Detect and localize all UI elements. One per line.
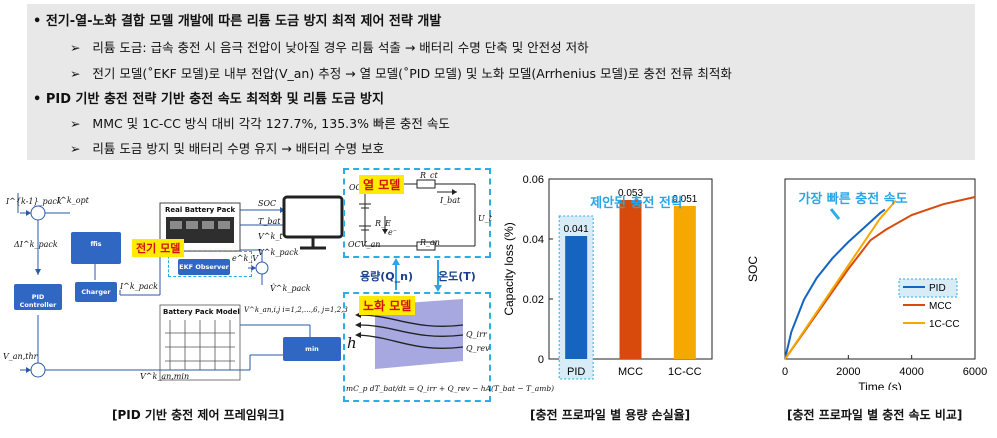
pid-controller-label: PID Controller <box>19 293 57 309</box>
capacity-loss-chart: 0 0.02 0.04 0.06 Capacity loss (%) 0.041 PID 0.… <box>502 174 713 380</box>
pid-controller-block: PID Controller <box>14 284 62 310</box>
chart2-annotation-arrow <box>829 208 841 220</box>
aging-model-box <box>343 292 491 402</box>
chart2-xtick-label: 0 <box>782 366 788 378</box>
chart1-bar-PID <box>565 236 588 359</box>
chart1-ytick-label: 0.06 <box>523 174 544 186</box>
monitor-icon <box>282 195 344 250</box>
summary-sub-1-2-text: 전기 모델(˚EKF 모델)로 내부 전압(V_an) 추정 → 열 모델(˚P… <box>92 66 732 81</box>
label-ocv: OCV <box>349 183 367 192</box>
label-h: h <box>347 334 357 352</box>
chart2-ylabel: SOC <box>746 256 760 282</box>
label-ocv-an: OCV_an <box>348 240 381 249</box>
label-soc: SOC <box>258 199 277 208</box>
chart1-data-label: 0.051 <box>672 194 697 205</box>
framework-lines <box>17 193 344 381</box>
summary-bullet-1: • 전기-열-노화 결합 모델 개발에 따른 리튬 도금 방지 최적 제어 전략… <box>33 14 442 29</box>
optimizer-block: min <box>283 337 341 361</box>
summary-sub-2-2-text: 리튬 도금 방지 및 배터리 수명 유지 → 배터리 수명 보호 <box>92 141 385 156</box>
chart1-caption: [충전 프로파일 별 용량 손실율] <box>530 408 691 422</box>
chart2-caption: [충전 프로파일 별 충전 속도 비교] <box>787 408 963 422</box>
label-vt: V^k_t <box>258 232 283 241</box>
summary-sub-2-1-text: MMC 및 1C-CC 방식 대비 각각 127.7%, 135.3% 빠른 충… <box>92 116 450 131</box>
chart1-ytick-label: 0.04 <box>523 234 544 246</box>
framework-caption: [PID 기반 충전 제어 프레임워크] <box>112 408 285 422</box>
chart2-legend-label: MCC <box>929 301 952 312</box>
label-ibat: I_bat <box>440 196 461 205</box>
chart1-xtick-label: PID <box>567 366 585 378</box>
heat-model-label: 열 모델 <box>359 175 405 194</box>
chart2-xlabel: Time (s) <box>858 380 902 390</box>
electric-model-label: 전기 모델 <box>132 239 185 257</box>
ffis-block: ffis <box>71 232 121 264</box>
model-link-arrows <box>392 258 442 292</box>
battery-model-label: Battery Pack Model <box>163 308 240 316</box>
chart1-data-label: 0.041 <box>564 224 589 235</box>
ekf-observer-block: EKF Observer <box>178 259 230 275</box>
chart2-annotation: 가장 빠른 충전 속도 <box>798 191 907 207</box>
chart1-bar-1C-CC <box>673 206 696 359</box>
chart1-annotation: 제안된 충전 전략 <box>590 195 683 211</box>
label-van-min: V^k_an,min <box>140 372 190 381</box>
label-van-thr: V_an,thr <box>3 352 38 361</box>
ekf-highlight <box>168 251 252 277</box>
summary-panel <box>27 4 975 160</box>
chart1-xtick-label: 1C-CC <box>668 366 702 378</box>
summary-sub-1-1: ➢ 리튬 도금: 급속 충전 시 음극 전압이 낮아질 경우 리튬 석출 → 배… <box>70 40 589 55</box>
summary-sub-1-2: ➢ 전기 모델(˚EKF 모델)로 내부 전압(V_an) 추정 → 열 모델(… <box>70 66 732 81</box>
aging-model-label: 노화 모델 <box>359 296 416 315</box>
aging-cell-diagram <box>355 299 464 369</box>
summary-sub-1-1-text: 리튬 도금: 급속 충전 시 음극 전압이 낮아질 경우 리튬 석출 → 배터리… <box>92 40 589 55</box>
label-delta-i: ΔI^k_pack <box>14 240 58 249</box>
optimizer-label: min <box>305 345 319 353</box>
label-vpack: V^k_pack <box>258 248 299 257</box>
summary-bullet-2: • PID 기반 충전 전략 기반 충전 속도 최적화 및 리튬 도금 방지 <box>33 92 384 107</box>
label-e-minus: e⁻ <box>388 228 397 237</box>
summary-bullet-1-text: 전기-열-노화 결합 모델 개발에 따른 리튬 도금 방지 최적 제어 전략 개… <box>45 14 442 29</box>
real-pack-label: Real Battery Pack <box>165 206 236 214</box>
label-i-pack-prev: I^{k-1}_pack <box>6 197 62 206</box>
chart2-xtick-label: 4000 <box>899 366 923 378</box>
chart1-data-label: 0.053 <box>618 188 643 199</box>
label-qrev: Q_rev <box>466 344 490 353</box>
chart2-frame <box>784 178 976 360</box>
chart2-legend-label: PID <box>929 283 946 294</box>
charging-speed-chart: 0 2000 4000 6000 Time (s) SOC PID MCC 1C-CC 가장 빠른… <box>746 178 987 390</box>
label-qirr: Q_irr <box>466 330 487 339</box>
temperature-label: 온도(T) <box>438 270 476 283</box>
heat-model-box <box>343 168 491 258</box>
summary-sub-2-2: ➢ 리튬 도금 방지 및 배터리 수명 유지 → 배터리 수명 보호 <box>70 141 385 156</box>
chart2-xtick-label: 2000 <box>836 366 860 378</box>
label-i-pack: I^k_pack <box>120 282 158 291</box>
chart1-ylabel: Capacity loss (%) <box>502 222 516 315</box>
chart2-legend-label: 1C-CC <box>929 319 960 330</box>
ffis-label: ffis <box>90 240 102 248</box>
charger-block: Charger <box>75 282 117 302</box>
chart2-line-MCC <box>784 196 976 360</box>
chart1-ytick-label: 0.02 <box>523 294 544 306</box>
label-tbat: T_bat <box>258 217 281 226</box>
chart2-line-PID <box>784 208 886 360</box>
chart2-xtick-label: 6000 <box>963 366 987 378</box>
circuit-diagram <box>359 179 476 251</box>
label-rct: R_ct <box>420 171 438 180</box>
label-eps: e^k_V <box>232 254 259 263</box>
chart2-line-1C-CC <box>784 199 897 360</box>
label-re: R_E <box>375 219 391 228</box>
label-i-opt: I^k_opt <box>57 196 89 205</box>
capacity-label: 용량(Q_n) <box>360 270 413 283</box>
charger-label: Charger <box>81 288 111 296</box>
label-vhat: V̂^k_pack <box>270 284 311 293</box>
label-ran: R_an <box>420 238 440 247</box>
summary-bullet-2-text: PID 기반 충전 전략 기반 충전 속도 최적화 및 리튬 도금 방지 <box>45 92 384 107</box>
label-van: V^k_an,i,j i=1,2,…,6, j=1,2,3 <box>244 306 348 314</box>
chart2-legend-highlight <box>898 278 958 298</box>
label-vcell: U_t <box>478 214 492 223</box>
chart1-bar-MCC <box>619 200 642 359</box>
heat-equation: mC_p dT_bat/dt = Q_irr + Q_rev − hA(T_ba… <box>346 384 555 393</box>
chart1-xtick-label: MCC <box>618 366 643 378</box>
summary-sub-2-1: ➢ MMC 및 1C-CC 방식 대비 각각 127.7%, 135.3% 빠른… <box>70 116 450 131</box>
ekf-observer-label: EKF Observer <box>179 263 229 271</box>
chart1-ytick-label: 0 <box>538 354 544 366</box>
